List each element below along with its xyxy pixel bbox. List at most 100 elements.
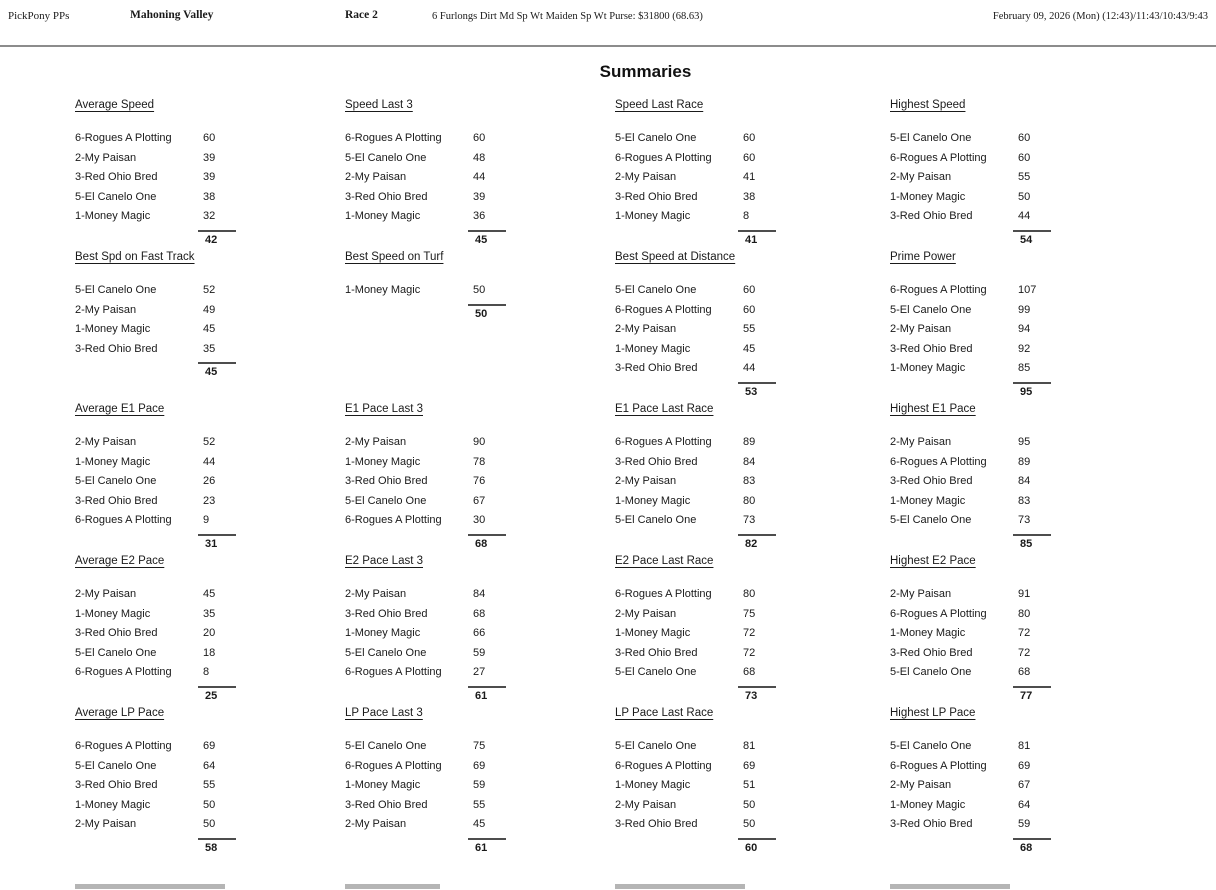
table-row: 3-Red Ohio Bred 59 bbox=[890, 815, 1051, 835]
table-row: 5-El Canelo One 52 bbox=[75, 281, 236, 301]
total-spacer bbox=[345, 531, 473, 551]
total-spacer bbox=[345, 227, 473, 247]
table-row: 5-El Canelo One 68 bbox=[890, 663, 1051, 683]
horse-name: 6-Rogues A Plotting bbox=[890, 759, 987, 772]
total-cell: 53 bbox=[738, 379, 776, 399]
horse-name: 2-My Paisan bbox=[75, 303, 137, 316]
table-row: 2-My Paisan 84 bbox=[345, 585, 506, 605]
table-row: 1-Money Magic 44 bbox=[75, 453, 236, 473]
total-row: 41 bbox=[615, 227, 776, 247]
section-title: E1 Pace Last 3 bbox=[345, 403, 423, 415]
table-row: 6-Rogues A Plotting 8 bbox=[75, 663, 236, 683]
horse-value: 59 bbox=[1018, 818, 1031, 830]
horse-value: 73 bbox=[743, 514, 756, 526]
section-table: 2-My Paisan 52 1-Money Magic 44 5-El Canelo … bbox=[75, 433, 236, 551]
horse-value: 99 bbox=[1018, 303, 1031, 316]
horse-name: 2-My Paisan bbox=[345, 588, 407, 600]
total-value: 95 bbox=[1020, 385, 1033, 398]
horse-value: 60 bbox=[1018, 132, 1031, 144]
total-value: 53 bbox=[745, 385, 758, 398]
horse-value: 66 bbox=[473, 627, 486, 639]
table-row: 5-El Canelo One 81 bbox=[615, 737, 776, 757]
horse-name: 2-My Paisan bbox=[615, 323, 677, 335]
horse-value: 39 bbox=[473, 190, 486, 203]
horse-value: 68 bbox=[473, 607, 486, 620]
horse-name: 3-Red Ohio Bred bbox=[890, 342, 973, 355]
horse-value: 60 bbox=[743, 284, 756, 296]
table-row: 6-Rogues A Plotting 69 bbox=[890, 757, 1051, 777]
table-row: 3-Red Ohio Bred 44 bbox=[890, 207, 1051, 227]
clipped-next-row-title bbox=[890, 884, 1010, 889]
summary-section: LP Pace Last Race 5-El Canelo One 81 6-Rogu… bbox=[615, 707, 890, 855]
table-row: 3-Red Ohio Bred 44 bbox=[615, 359, 776, 379]
section-title: Highest E2 Pace bbox=[890, 555, 976, 567]
section-table: 6-Rogues A Plotting 89 3-Red Ohio Bred 84 2-… bbox=[615, 433, 776, 551]
horse-name: 1-Money Magic bbox=[615, 342, 691, 355]
table-row: 1-Money Magic 83 bbox=[890, 492, 1051, 512]
table-row: 2-My Paisan 94 bbox=[890, 320, 1051, 340]
horse-name: 3-Red Ohio Bred bbox=[615, 646, 698, 659]
horse-value: 45 bbox=[743, 342, 756, 355]
horse-value: 8 bbox=[743, 210, 750, 222]
horse-value: 48 bbox=[473, 151, 486, 164]
total-value: 77 bbox=[1020, 689, 1033, 702]
total-row: 45 bbox=[75, 359, 236, 379]
horse-name: 2-My Paisan bbox=[345, 818, 407, 830]
table-row: 6-Rogues A Plotting 69 bbox=[615, 757, 776, 777]
horse-value: 27 bbox=[473, 666, 486, 678]
table-row: 6-Rogues A Plotting 27 bbox=[345, 663, 506, 683]
table-row: 6-Rogues A Plotting 89 bbox=[890, 453, 1051, 473]
horse-value: 44 bbox=[203, 455, 216, 468]
section-table: 2-My Paisan 91 6-Rogues A Plotting 80 1-Mone… bbox=[890, 585, 1051, 703]
table-row: 5-El Canelo One 67 bbox=[345, 492, 506, 512]
total-spacer bbox=[890, 227, 1018, 247]
horse-value: 60 bbox=[743, 132, 756, 144]
horse-value: 59 bbox=[473, 779, 486, 791]
horse-name: 2-My Paisan bbox=[75, 151, 137, 164]
horse-name: 6-Rogues A Plotting bbox=[345, 666, 442, 678]
table-row: 1-Money Magic 51 bbox=[615, 776, 776, 796]
horse-value: 72 bbox=[1018, 627, 1031, 639]
horse-value: 69 bbox=[1018, 759, 1031, 772]
total-rule bbox=[1013, 837, 1051, 840]
total-row: 60 bbox=[615, 835, 776, 855]
total-cell: 45 bbox=[198, 359, 236, 379]
horse-value: 92 bbox=[1018, 342, 1031, 355]
horse-value: 67 bbox=[1018, 779, 1031, 791]
horse-name: 2-My Paisan bbox=[890, 323, 952, 335]
horse-value: 85 bbox=[1018, 362, 1031, 374]
total-value: 45 bbox=[205, 366, 218, 378]
table-row: 2-My Paisan 75 bbox=[615, 605, 776, 625]
horse-name: 5-El Canelo One bbox=[615, 514, 697, 526]
total-row: 68 bbox=[890, 835, 1051, 855]
section-title: Highest LP Pace bbox=[890, 707, 976, 719]
table-row: 3-Red Ohio Bred 35 bbox=[75, 340, 236, 360]
summary-section: Best Spd on Fast Track 5-El Canelo One 52 2… bbox=[75, 251, 345, 399]
race-datetime: February 09, 2026 (Mon) (12:43)/11:43/10… bbox=[992, 11, 1208, 22]
horse-name: 1-Money Magic bbox=[615, 627, 691, 639]
summary-section: Average E2 Pace 2-My Paisan 45 1-Money Magi… bbox=[75, 555, 345, 703]
section-title: Speed Last 3 bbox=[345, 99, 413, 111]
horse-value: 59 bbox=[473, 646, 486, 659]
horse-name: 6-Rogues A Plotting bbox=[615, 588, 712, 600]
table-row: 5-El Canelo One 26 bbox=[75, 472, 236, 492]
horse-name: 2-My Paisan bbox=[890, 436, 952, 448]
total-cell: 31 bbox=[198, 531, 236, 551]
total-cell: 73 bbox=[738, 683, 776, 703]
horse-value: 51 bbox=[743, 779, 756, 791]
table-row: 3-Red Ohio Bred 72 bbox=[615, 644, 776, 664]
table-row: 2-My Paisan 50 bbox=[615, 796, 776, 816]
table-row: 1-Money Magic 50 bbox=[345, 281, 506, 301]
horse-value: 95 bbox=[1018, 436, 1031, 448]
table-row: 2-My Paisan 52 bbox=[75, 433, 236, 453]
total-row: 54 bbox=[890, 227, 1051, 247]
race-conditions: 6 Furlongs Dirt Md Sp Wt Maiden Sp Wt Pu… bbox=[432, 11, 703, 22]
horse-name: 3-Red Ohio Bred bbox=[75, 627, 158, 639]
total-rule bbox=[468, 229, 506, 232]
horse-name: 5-El Canelo One bbox=[75, 284, 157, 296]
total-spacer bbox=[75, 835, 203, 855]
table-row: 5-El Canelo One 38 bbox=[75, 188, 236, 208]
clipped-next-row-title bbox=[75, 884, 225, 889]
table-row: 1-Money Magic 8 bbox=[615, 207, 776, 227]
total-spacer bbox=[345, 301, 473, 321]
